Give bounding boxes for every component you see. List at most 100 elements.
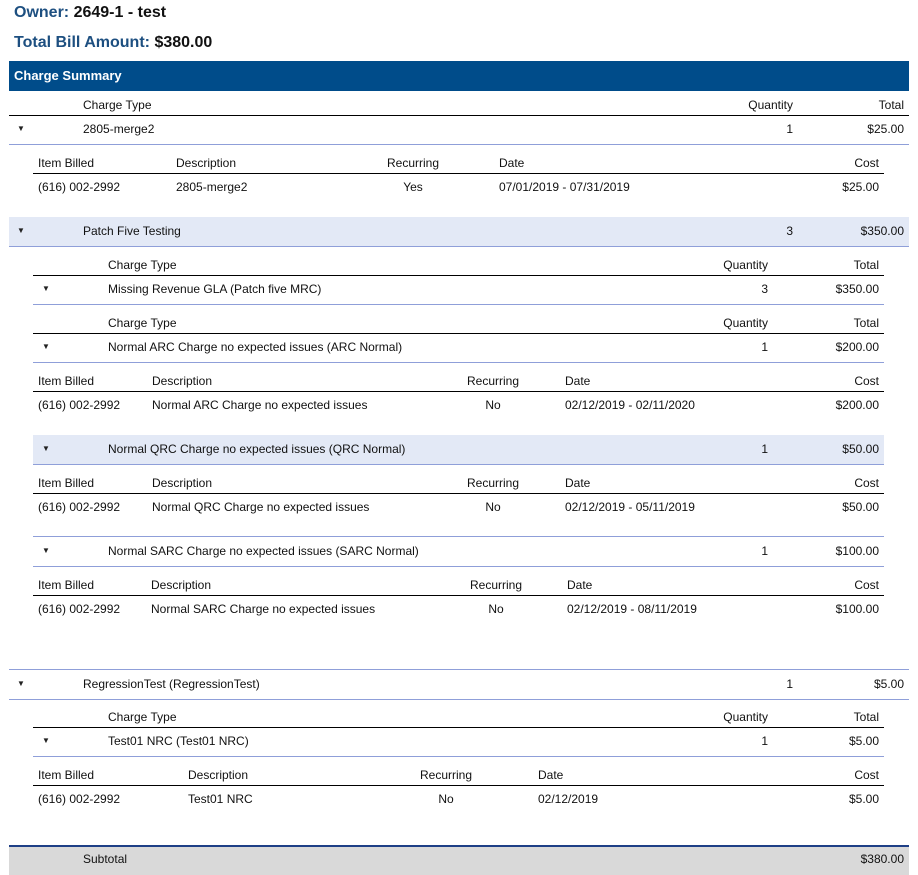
charge-type-name: 2805-merge2 [83,122,155,136]
column-header-total: Total [878,98,904,112]
column-header-date: Date [567,578,593,592]
column-header-date: Date [565,476,591,490]
column-header-total: Total [853,710,879,724]
column-header-quantity: Quantity [723,710,768,724]
charge-type-name: Test01 NRC (Test01 NRC) [108,734,249,748]
charge-total: $100.00 [835,544,879,558]
caret-down-icon[interactable]: ▼ [17,679,25,688]
column-header-item-billed: Item Billed [38,476,95,490]
highlighted-row [33,435,884,464]
item-date: 02/12/2019 - 02/11/2020 [565,398,695,412]
item-date: 02/12/2019 - 08/11/2019 [567,602,697,616]
total-bill-value: $380.00 [154,34,213,51]
divider [33,362,884,363]
caret-down-icon[interactable]: ▼ [42,444,50,453]
item-date: 07/01/2019 - 07/31/2019 [499,180,630,194]
column-header-cost: Cost [854,768,879,782]
caret-down-icon[interactable]: ▼ [42,546,50,555]
charge-type-name: Missing Revenue GLA (Patch five MRC) [108,282,322,296]
item-recurring: No [438,792,454,806]
column-header-recurring: Recurring [466,476,520,490]
divider [33,595,884,596]
column-header-cost: Cost [854,578,879,592]
total-bill-heading: Total Bill Amount: $380.00 [14,33,212,53]
item-billed: (616) 002-2992 [38,500,121,514]
divider [33,566,884,567]
section-title: Charge Summary [14,68,122,83]
divider [33,275,884,276]
charge-total: $50.00 [842,442,879,456]
caret-down-icon[interactable]: ▼ [17,226,25,235]
charge-total: $200.00 [835,340,879,354]
item-recurring: No [485,398,501,412]
item-recurring: No [488,602,504,616]
divider [9,669,909,670]
column-header-item-billed: Item Billed [38,374,95,388]
subtotal-row [9,845,909,875]
owner-label: Owner: [14,4,70,21]
column-header-description: Description [152,374,213,388]
item-description: Normal ARC Charge no expected issues [152,398,368,412]
item-billed: (616) 002-2992 [38,180,121,194]
caret-down-icon[interactable]: ▼ [42,284,50,293]
column-header-item-billed: Item Billed [38,156,95,170]
charge-quantity: 1 [761,734,768,748]
column-header-charge-type: Charge Type [108,258,177,272]
column-header-description: Description [151,578,212,592]
column-header-cost: Cost [854,476,879,490]
item-cost: $5.00 [848,792,879,806]
item-billed: (616) 002-2992 [38,602,121,616]
column-header-quantity: Quantity [723,258,768,272]
charge-quantity: 3 [786,224,793,238]
divider [33,493,884,494]
column-header-date: Date [565,374,591,388]
charge-total: $350.00 [835,282,879,296]
divider [9,115,909,116]
column-header-description: Description [176,156,237,170]
divider [33,785,884,786]
subtotal-label: Subtotal [83,852,128,866]
divider [33,391,884,392]
divider [9,144,909,145]
item-date: 02/12/2019 - 05/11/2019 [565,500,695,514]
column-header-cost: Cost [854,156,879,170]
total-bill-label: Total Bill Amount: [14,34,150,51]
owner-value: 2649-1 - test [73,4,167,21]
item-recurring: Yes [403,180,423,194]
column-header-charge-type: Charge Type [108,710,177,724]
highlighted-row [9,217,909,246]
subtotal-value: $380.00 [860,852,904,866]
charge-type-name: Patch Five Testing [83,224,181,238]
column-header-total: Total [853,316,879,330]
divider [33,727,884,728]
charge-quantity: 3 [761,282,768,296]
charge-quantity: 1 [761,340,768,354]
column-header-recurring: Recurring [469,578,523,592]
charge-total: $5.00 [873,677,904,691]
item-description: Test01 NRC [188,792,253,806]
divider [33,304,884,305]
item-billed: (616) 002-2992 [38,398,121,412]
divider [33,464,884,465]
item-cost: $25.00 [842,180,879,194]
divider [33,173,884,174]
caret-down-icon[interactable]: ▼ [42,342,50,351]
column-header-recurring: Recurring [419,768,473,782]
charge-summary-header: Charge Summary [9,61,909,91]
charge-total: $5.00 [848,734,879,748]
column-header-item-billed: Item Billed [38,578,95,592]
caret-down-icon[interactable]: ▼ [17,124,25,133]
caret-down-icon[interactable]: ▼ [42,736,50,745]
column-header-date: Date [538,768,564,782]
item-cost: $100.00 [835,602,879,616]
column-header-description: Description [152,476,213,490]
column-header-cost: Cost [854,374,879,388]
item-description: 2805-merge2 [176,180,248,194]
charge-total: $25.00 [867,122,904,136]
item-recurring: No [485,500,501,514]
divider [33,536,884,537]
charge-type-name: Normal SARC Charge no expected issues (S… [108,544,419,558]
column-header-charge-type: Charge Type [83,98,152,112]
column-header-charge-type: Charge Type [108,316,177,330]
